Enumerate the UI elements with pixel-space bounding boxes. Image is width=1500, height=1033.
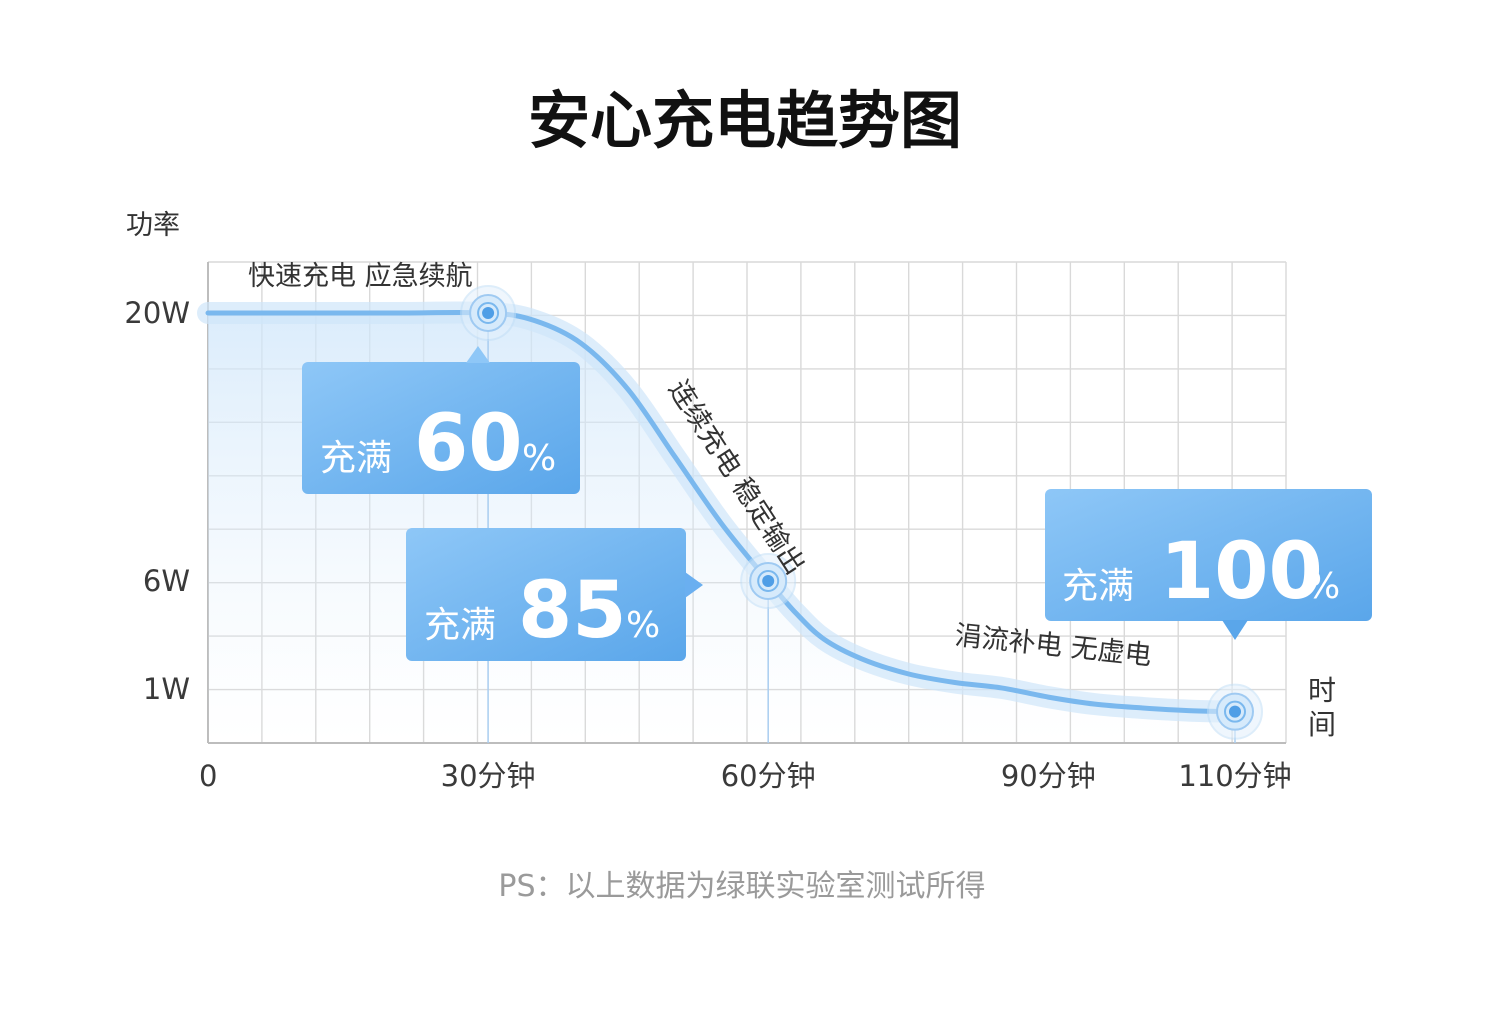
- callout-85-unit: %: [626, 605, 660, 646]
- callout-60-number: 60: [414, 399, 523, 489]
- y-ticks: 20W 6W 1W: [124, 296, 190, 706]
- x-tick-label: 90分钟: [1001, 759, 1096, 793]
- y-tick-label: 6W: [143, 564, 190, 598]
- y-axis-label: 功率: [126, 210, 180, 241]
- y-tick-label: 20W: [124, 296, 190, 330]
- callout-60-prefix: 充满: [320, 438, 392, 479]
- marker-point-2: [1207, 683, 1263, 740]
- marker-point-1: [740, 553, 797, 609]
- marker-point-0: [460, 285, 517, 341]
- callout-100-number: 100: [1160, 527, 1323, 617]
- annotation-trickle-charge: 涓流补电 无虚电: [953, 620, 1153, 671]
- callout-100: 充满 100 %: [1045, 489, 1372, 640]
- callout-85-prefix: 充满: [424, 605, 496, 646]
- callout-100-unit: %: [1306, 566, 1340, 607]
- callout-85: 充满 85 %: [406, 528, 703, 661]
- x-tick-label: 0: [199, 759, 217, 793]
- footnote: PS：以上数据为绿联实验室测试所得: [498, 869, 985, 904]
- callout-100-prefix: 充满: [1062, 566, 1134, 607]
- y-tick-label: 1W: [143, 672, 190, 706]
- annotation-fast-charge: 快速充电 应急续航: [248, 261, 473, 292]
- callout-60: 充满 60 %: [302, 346, 580, 494]
- x-tick-label: 30分钟: [441, 759, 536, 793]
- x-ticks: 0 30分钟 60分钟 90分钟 110分钟: [199, 759, 1292, 793]
- x-tick-label: 110分钟: [1178, 759, 1291, 793]
- callout-85-number: 85: [518, 566, 627, 656]
- x-axis-label: 时 间: [1308, 674, 1345, 741]
- callout-60-unit: %: [522, 438, 556, 479]
- x-tick-label: 60分钟: [721, 759, 816, 793]
- chart-title: 安心充电趋势图: [528, 84, 962, 157]
- markers: [460, 285, 1263, 740]
